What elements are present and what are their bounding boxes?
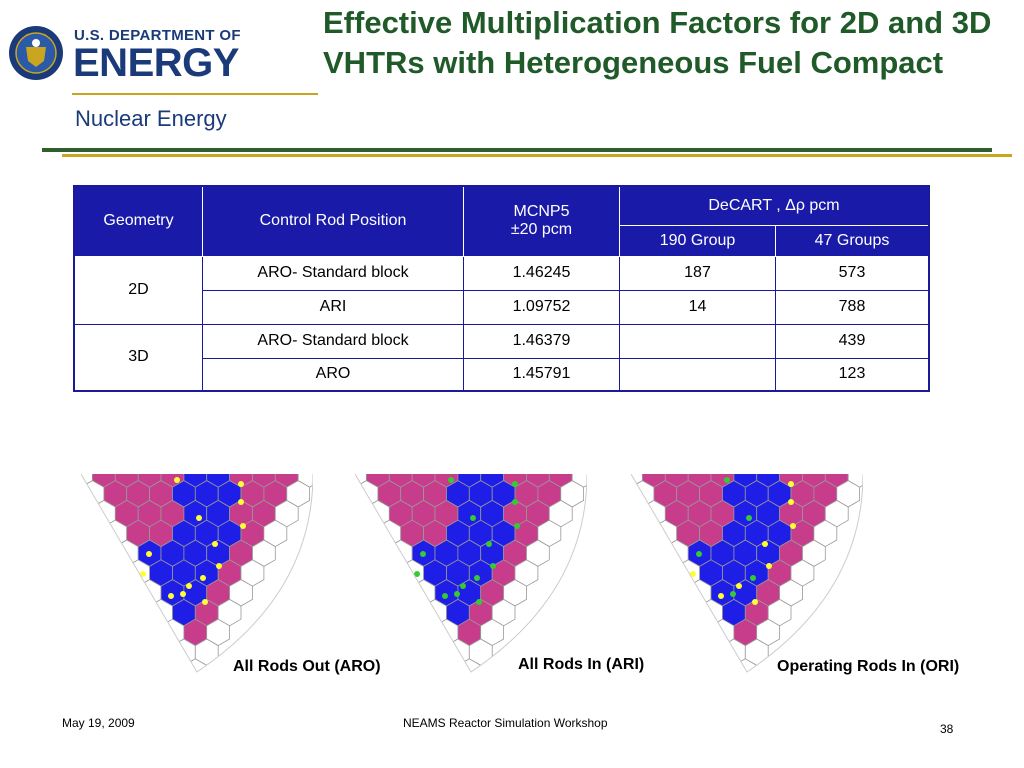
control-rod-marker — [486, 541, 492, 547]
core-map-ari — [355, 474, 587, 673]
control-rod-marker — [238, 499, 244, 505]
header-geometry: Geometry — [73, 185, 203, 257]
doe-seal-logo — [9, 26, 63, 80]
footer-date: May 19, 2009 — [62, 716, 135, 730]
control-rod-marker — [196, 515, 202, 521]
control-rod-marker — [746, 515, 752, 521]
footer-page-number: 38 — [940, 722, 954, 736]
table-row: 2D ARO- Standard block 1.46245 187 573 — [73, 255, 930, 325]
g190-cell — [619, 357, 776, 392]
mcnp5-cell: 1.09752 — [463, 289, 620, 325]
header-mcnp5: MCNP5 ±20 pcm — [463, 185, 620, 257]
control-rod-marker — [186, 583, 192, 589]
control-rod-marker — [750, 575, 756, 581]
control-rod-marker — [420, 551, 426, 557]
control-rod-marker — [724, 477, 730, 483]
control-rod-marker — [690, 571, 696, 577]
mcnp5-cell: 1.46379 — [463, 323, 620, 359]
header-rule-green — [42, 148, 992, 152]
control-rod-marker — [788, 481, 794, 487]
control-rod-marker — [442, 593, 448, 599]
control-rod-marker — [490, 563, 496, 569]
control-rod-marker — [414, 571, 420, 577]
g190-cell: 14 — [619, 289, 776, 325]
core-sector-outline — [355, 474, 587, 673]
footer-event: NEAMS Reactor Simulation Workshop — [403, 716, 608, 730]
position-cell: ARO- Standard block — [202, 255, 464, 291]
control-rod-marker — [174, 477, 180, 483]
control-rod-marker — [168, 593, 174, 599]
control-rod-marker — [696, 551, 702, 557]
control-rod-marker — [470, 515, 476, 521]
geometry-cell: 3D — [73, 323, 203, 392]
table-row: ARI 1.09752 14 788 — [74, 289, 930, 325]
hex-cell — [631, 474, 643, 488]
control-rod-marker — [730, 591, 736, 597]
g190-cell — [619, 323, 776, 359]
hex-cell — [81, 474, 93, 488]
caption-aro: All Rods Out (ARO) — [233, 658, 381, 675]
control-rod-marker — [476, 599, 482, 605]
control-rod-marker — [202, 599, 208, 605]
control-rod-marker — [474, 575, 480, 581]
control-rod-marker — [238, 481, 244, 487]
g47-cell: 573 — [775, 255, 930, 291]
logo-divider — [72, 93, 318, 95]
control-rod-marker — [762, 541, 768, 547]
multiplication-factor-table: Geometry Control Rod Position MCNP5 ±20 … — [73, 185, 930, 392]
core-sector-outline — [631, 474, 863, 673]
control-rod-marker — [766, 563, 772, 569]
table-row: 3D ARO- Standard block 1.46379 439 — [73, 323, 930, 392]
control-rod-marker — [454, 591, 460, 597]
logo-nuclear-energy-text: Nuclear Energy — [75, 106, 227, 131]
control-rod-marker — [240, 523, 246, 529]
control-rod-marker — [788, 499, 794, 505]
control-rod-marker — [718, 593, 724, 599]
header-190-group: 190 Group — [619, 224, 776, 257]
control-rod-marker — [752, 599, 758, 605]
control-rod-marker — [448, 477, 454, 483]
header-rule-gold — [62, 154, 1012, 157]
mcnp5-cell: 1.45791 — [463, 357, 620, 392]
control-rod-marker — [140, 571, 146, 577]
g47-cell: 123 — [775, 357, 930, 392]
control-rod-marker — [180, 591, 186, 597]
control-rod-marker — [146, 551, 152, 557]
position-cell: ARO- Standard block — [202, 323, 464, 359]
header-control-rod-position: Control Rod Position — [202, 185, 464, 257]
caption-ori: Operating Rods In (ORI) — [777, 658, 960, 675]
control-rod-marker — [212, 541, 218, 547]
slide-title: Effective Multiplication Factors for 2D … — [323, 5, 992, 80]
g47-cell: 439 — [775, 323, 930, 359]
core-map-ori — [631, 474, 863, 673]
control-rod-marker — [216, 563, 222, 569]
header-mcnp5-label: MCNP5 — [513, 203, 570, 221]
header-47-groups: 47 Groups — [775, 224, 930, 257]
mcnp5-cell: 1.46245 — [463, 255, 620, 291]
geometry-cell: 2D — [73, 255, 203, 325]
g47-cell: 788 — [775, 289, 930, 325]
core-map-aro — [81, 474, 313, 673]
control-rod-marker — [512, 481, 518, 487]
table-row: ARO 1.45791 123 — [74, 357, 930, 392]
logo-department-text: U.S. DEPARTMENT OF — [74, 27, 241, 44]
control-rod-marker — [514, 523, 520, 529]
g190-cell: 187 — [619, 255, 776, 291]
position-cell: ARO — [202, 357, 464, 392]
control-rod-marker — [512, 499, 518, 505]
control-rod-marker — [790, 523, 796, 529]
hex-cell — [355, 474, 367, 488]
caption-ari: All Rods In (ARI) — [518, 656, 645, 673]
logo-energy-text: ENERGY — [73, 41, 239, 85]
position-cell: ARI — [202, 289, 464, 325]
core-sector-outline — [81, 474, 313, 673]
header-decart: DeCART , Δρ pcm — [619, 185, 930, 226]
header-mcnp5-uncertainty: ±20 pcm — [510, 221, 573, 239]
control-rod-marker — [460, 583, 466, 589]
control-rod-marker — [200, 575, 206, 581]
control-rod-marker — [736, 583, 742, 589]
